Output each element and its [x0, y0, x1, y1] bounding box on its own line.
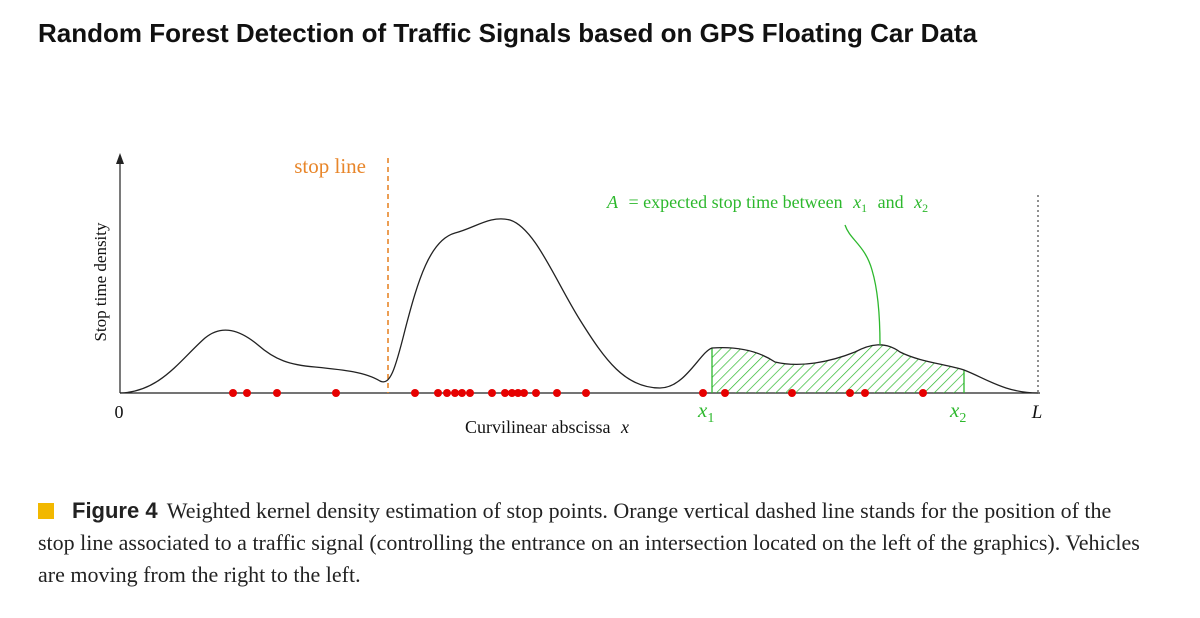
x1-sub: 1: [707, 411, 714, 426]
stop-point: [332, 389, 340, 397]
paper-title: Random Forest Detection of Traffic Signa…: [38, 18, 978, 48]
stop-point: [243, 389, 251, 397]
annotation-text: = expected stop time between: [629, 192, 843, 212]
caption-figure-label: Figure 4: [72, 498, 158, 523]
stop-point: [582, 389, 590, 397]
annotation-pointer: [844, 224, 881, 346]
stop-point: [861, 389, 869, 397]
stop-point: [520, 389, 528, 397]
stop-point: [721, 389, 729, 397]
stop-point: [788, 389, 796, 397]
annotation-var1: x: [852, 192, 861, 212]
stop-point: [273, 389, 281, 397]
annotation-var2: x: [913, 192, 922, 212]
x-axis-symbol: x: [620, 417, 629, 437]
stop-point: [919, 389, 927, 397]
x2-var: x: [949, 398, 960, 422]
stop-point: [458, 389, 466, 397]
stop-point: [501, 389, 509, 397]
stop-point: [514, 389, 522, 397]
stop-point: [229, 389, 237, 397]
x2-label: x2: [949, 398, 966, 426]
x2-sub: 2: [959, 411, 966, 426]
stop-points: [229, 389, 927, 397]
stop-point: [846, 389, 854, 397]
stop-point: [466, 389, 474, 397]
stop-point: [532, 389, 540, 397]
stop-point: [443, 389, 451, 397]
stop-point: [434, 389, 442, 397]
stop-point: [699, 389, 707, 397]
x-axis-label: Curvilinear abscissa x: [465, 417, 629, 437]
density-curve: [119, 218, 1039, 394]
stop-point: [553, 389, 561, 397]
annotation-lhs: A: [606, 192, 619, 212]
x1-var: x: [697, 398, 708, 422]
stop-point: [411, 389, 419, 397]
x1-label: x1: [697, 398, 714, 426]
expected-stop-time-area: [712, 344, 964, 393]
origin-label: 0: [115, 402, 124, 422]
stop-point: [488, 389, 496, 397]
stop-point: [451, 389, 459, 397]
y-axis-arrow: [116, 153, 124, 164]
stop-line-label: stop line: [294, 154, 366, 178]
stop-point: [508, 389, 516, 397]
caption-marker-icon: [38, 503, 54, 519]
area-annotation: A = expected stop time between x1 and x2: [606, 192, 928, 216]
caption-text: Weighted kernel density estimation of st…: [38, 498, 1140, 587]
figure-caption: Figure 4 Weighted kernel density estimat…: [38, 495, 1148, 591]
annotation-sub2: 2: [922, 201, 928, 215]
end-label: L: [1031, 402, 1043, 423]
annotation-sub1: 1: [861, 201, 867, 215]
y-axis-label: Stop time density: [91, 222, 110, 342]
annotation-conj: and: [878, 192, 904, 212]
x-axis-label-text: Curvilinear abscissa: [465, 417, 610, 437]
